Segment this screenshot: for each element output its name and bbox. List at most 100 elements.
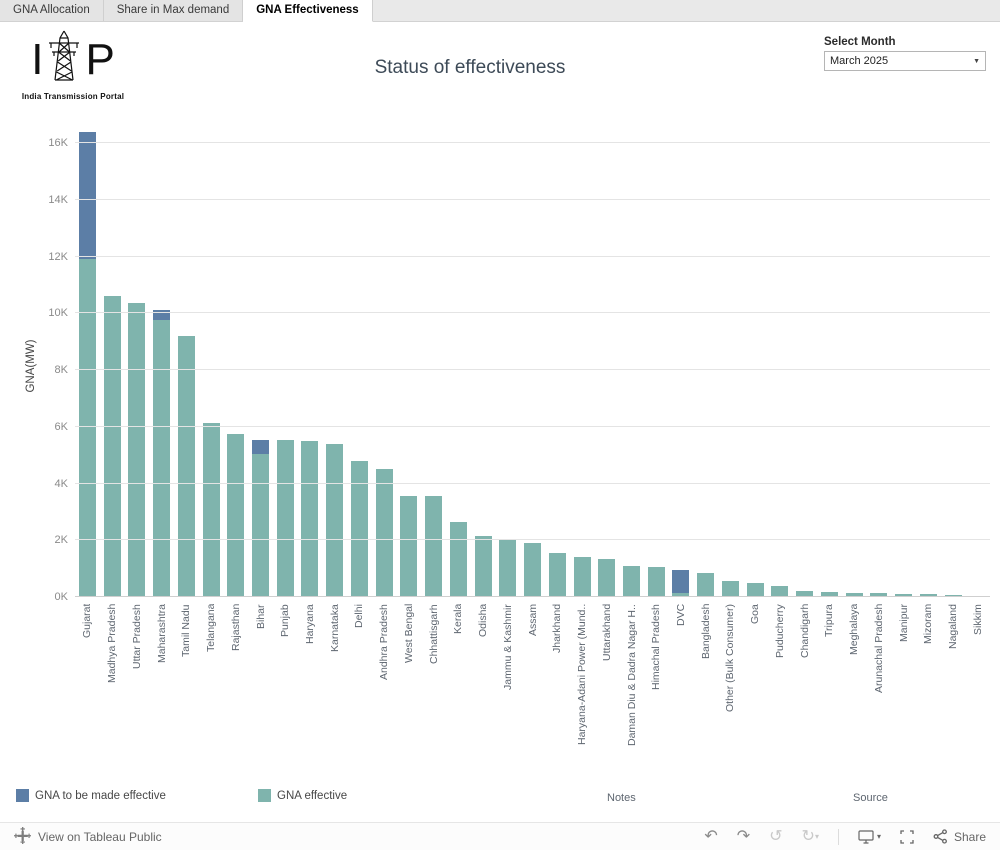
legend-label: GNA effective [277,789,348,802]
bar-segment[interactable] [103,296,121,597]
bar-tamil-nadu[interactable] [177,335,195,597]
bar-segment[interactable] [252,439,269,454]
bar-segment[interactable] [202,422,220,597]
bar-segment[interactable] [895,594,913,597]
bar-rajasthan[interactable] [227,433,245,597]
refresh-button[interactable]: ↻▾ [801,827,819,845]
bar-bangladesh[interactable] [697,572,715,597]
bar-telangana[interactable] [202,422,220,597]
bar-jammu-kashmir[interactable] [499,540,517,597]
legend-item-to-be-effective[interactable]: GNA to be made effective [16,789,166,802]
bar-segment[interactable] [771,585,789,597]
bar-mizoram[interactable] [919,594,937,597]
undo-button[interactable]: ↶ [704,827,718,845]
bar-bihar[interactable] [252,439,269,597]
bar-segment[interactable] [153,310,171,321]
bar-segment[interactable] [598,558,616,597]
bar-segment[interactable] [326,443,344,597]
bar-segment[interactable] [623,565,641,597]
bar-maharashtra[interactable] [153,310,171,597]
bar-odisha[interactable] [474,536,492,597]
bar-puducherry[interactable] [771,585,789,597]
replay-button[interactable]: ↺ [769,827,783,845]
tab-gna-effectiveness[interactable]: GNA Effectiveness [243,0,373,22]
toolbar-actions: ↶ ↷ ↺ ↻▾ ▾ Share [704,827,986,845]
bar-segment[interactable] [672,592,690,597]
bar-segment[interactable] [820,591,838,597]
bar-chandigarh[interactable] [796,591,814,597]
bar-segment[interactable] [524,543,542,597]
bar-segment[interactable] [845,592,863,597]
bar-dvc[interactable] [672,570,690,597]
bar-segment[interactable] [573,557,591,597]
bar-segment[interactable] [252,453,269,597]
view-on-tableau-public-link[interactable]: View on Tableau Public [14,826,162,847]
bar-uttar-pradesh[interactable] [128,303,146,597]
bar-other-bulk-consumer-[interactable] [721,581,739,597]
bar-segment[interactable] [919,594,937,597]
bar-segment[interactable] [177,335,195,597]
bar-uttarakhand[interactable] [598,558,616,597]
bar-daman-diu-dadra-nagar-h-[interactable] [623,565,641,597]
bar-punjab[interactable] [276,439,294,597]
bar-assam[interactable] [524,543,542,597]
bar-segment[interactable] [548,553,566,597]
device-layout-button[interactable]: ▾ [858,829,881,844]
bar-west-bengal[interactable] [400,496,418,597]
bar-segment[interactable] [425,496,443,597]
bar-segment[interactable] [870,593,888,597]
bar-segment[interactable] [400,496,418,597]
bar-haryana[interactable] [301,440,319,597]
bar-segment[interactable] [350,460,368,597]
bar-segment[interactable] [796,591,814,597]
bar-segment[interactable] [276,439,294,597]
bar-goa[interactable] [746,582,764,597]
bar-haryana-adani-power-mund-[interactable] [573,557,591,597]
bar-nagaland[interactable] [944,594,962,597]
bar-segment[interactable] [721,581,739,597]
bar-segment[interactable] [474,536,492,597]
bar-arunachal-pradesh[interactable] [870,593,888,597]
bar-segment[interactable] [78,259,96,597]
redo-button[interactable]: ↷ [736,827,751,845]
bar-himachal-pradesh[interactable] [647,567,665,597]
x-axis-label: Sikkim [971,604,984,635]
bar-segment[interactable] [746,582,764,597]
bar-jharkhand[interactable] [548,553,566,597]
fullscreen-button[interactable] [900,829,914,844]
bar-tripura[interactable] [820,591,838,597]
bar-segment[interactable] [153,320,171,597]
bar-segment[interactable] [227,433,245,597]
bar-slot [471,130,496,597]
bar-segment[interactable] [78,131,96,260]
x-label-slot: DVC [669,604,694,788]
bar-meghalaya[interactable] [845,592,863,597]
bar-segment[interactable] [647,567,665,597]
bar-andhra-pradesh[interactable] [375,469,393,597]
bar-karnataka[interactable] [326,443,344,597]
bar-manipur[interactable] [895,594,913,597]
bar-segment[interactable] [697,572,715,597]
bar-segment[interactable] [128,303,146,597]
source-link[interactable]: Source [853,792,888,804]
bar-segment[interactable] [499,540,517,597]
bar-kerala[interactable] [449,521,467,597]
x-axis-label: Madhya Pradesh [106,604,119,684]
month-filter-dropdown[interactable]: March 2025 ▼ [824,51,986,71]
legend-item-effective[interactable]: GNA effective [258,789,347,802]
notes-link[interactable]: Notes [607,792,636,804]
tab-share-in-max-demand[interactable]: Share in Max demand [103,0,244,21]
x-label-slot: Bangladesh [693,604,718,788]
bar-segment[interactable] [301,440,319,597]
bar-gujarat[interactable] [78,131,96,597]
share-button[interactable]: Share [933,829,986,844]
bar-slot [594,130,619,597]
bar-chhattisgarh[interactable] [425,496,443,597]
bar-segment[interactable] [944,594,962,597]
tab-gna-allocation[interactable]: GNA Allocation [0,0,104,21]
bar-segment[interactable] [375,469,393,597]
bar-segment[interactable] [449,521,467,597]
bar-madhya-pradesh[interactable] [103,296,121,597]
bar-segment[interactable] [672,570,690,593]
bar-delhi[interactable] [350,460,368,597]
